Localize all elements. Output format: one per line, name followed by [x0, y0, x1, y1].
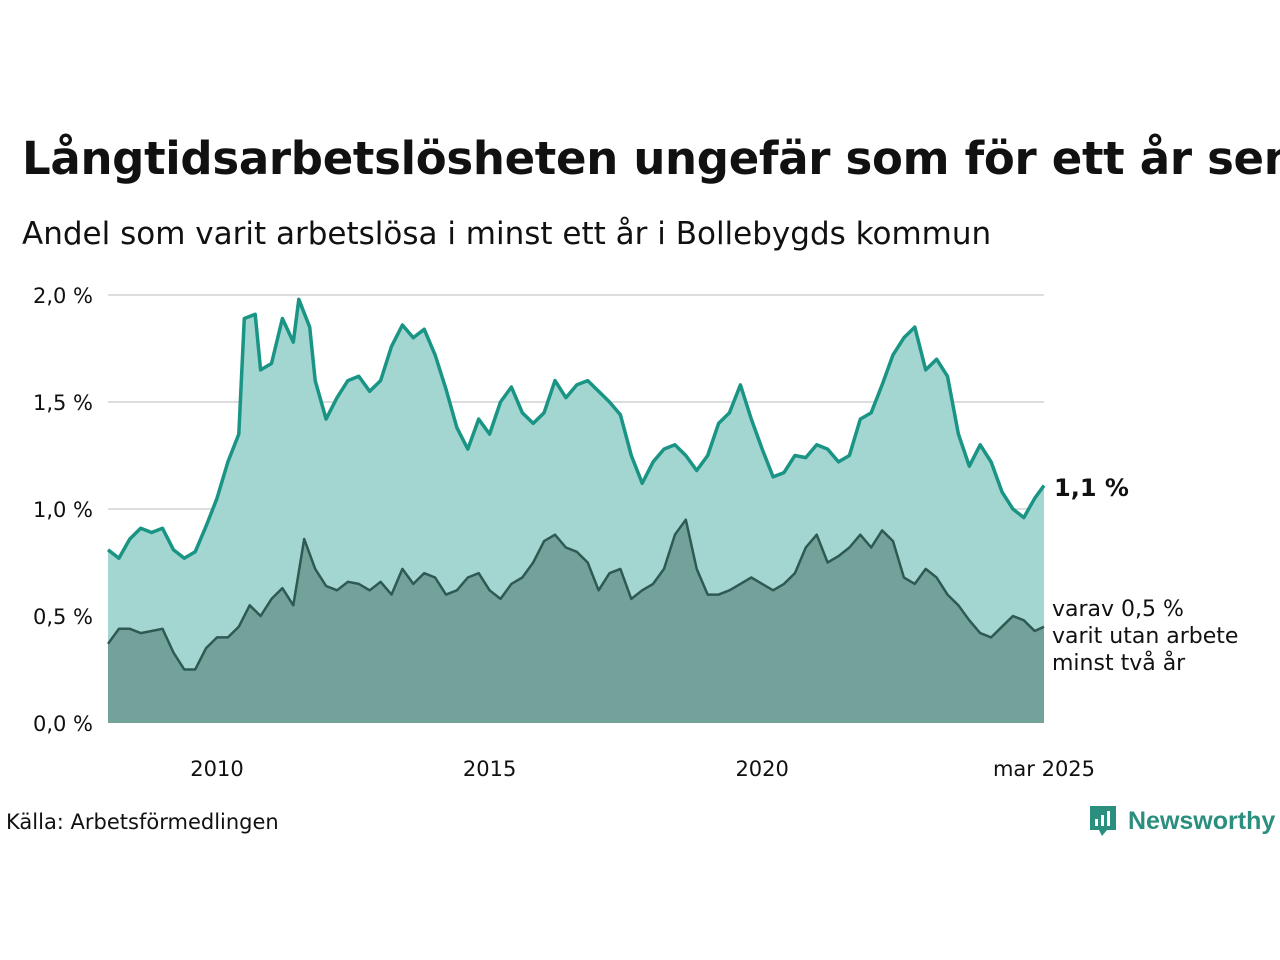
y-tick-label: 0,5 % [33, 605, 93, 629]
y-axis: 0,0 % 0,5 % 1,0 % 1,5 % 2,0 % [33, 284, 93, 736]
y-tick-label: 2,0 % [33, 284, 93, 308]
main-series-line [106, 297, 1046, 560]
chart-title: Långtidsarbetslösheten ungefär som för e… [22, 132, 1280, 185]
x-tick-label: 2015 [463, 757, 516, 781]
y-tick-label: 1,0 % [33, 498, 93, 522]
sub-series-line [106, 518, 1045, 671]
source-note: Källa: Arbetsförmedlingen [6, 810, 279, 834]
x-tick-label: 2020 [735, 757, 788, 781]
brand-name: Newsworthy [1128, 806, 1276, 835]
sub-series-area [108, 519, 1044, 723]
newsworthy-logo-icon [1090, 806, 1116, 836]
main-value-label: 1,1 % [1054, 474, 1129, 502]
x-axis: 2010 2015 2020 mar 2025 [190, 757, 1095, 781]
sub-label-line-2: varit utan arbete [1052, 624, 1238, 649]
brand[interactable]: Newsworthy [1088, 804, 1275, 838]
y-tick-label: 1,5 % [33, 391, 93, 415]
x-tick-label: mar 2025 [993, 757, 1095, 781]
sub-label-line-3: minst två år [1052, 650, 1186, 676]
y-tick-label: 0,0 % [33, 712, 93, 736]
chart-subtitle: Andel som varit arbetslösa i minst ett å… [22, 216, 992, 252]
sub-label-line-1: varav 0,5 % [1052, 597, 1184, 622]
x-tick-label: 2010 [190, 757, 243, 781]
